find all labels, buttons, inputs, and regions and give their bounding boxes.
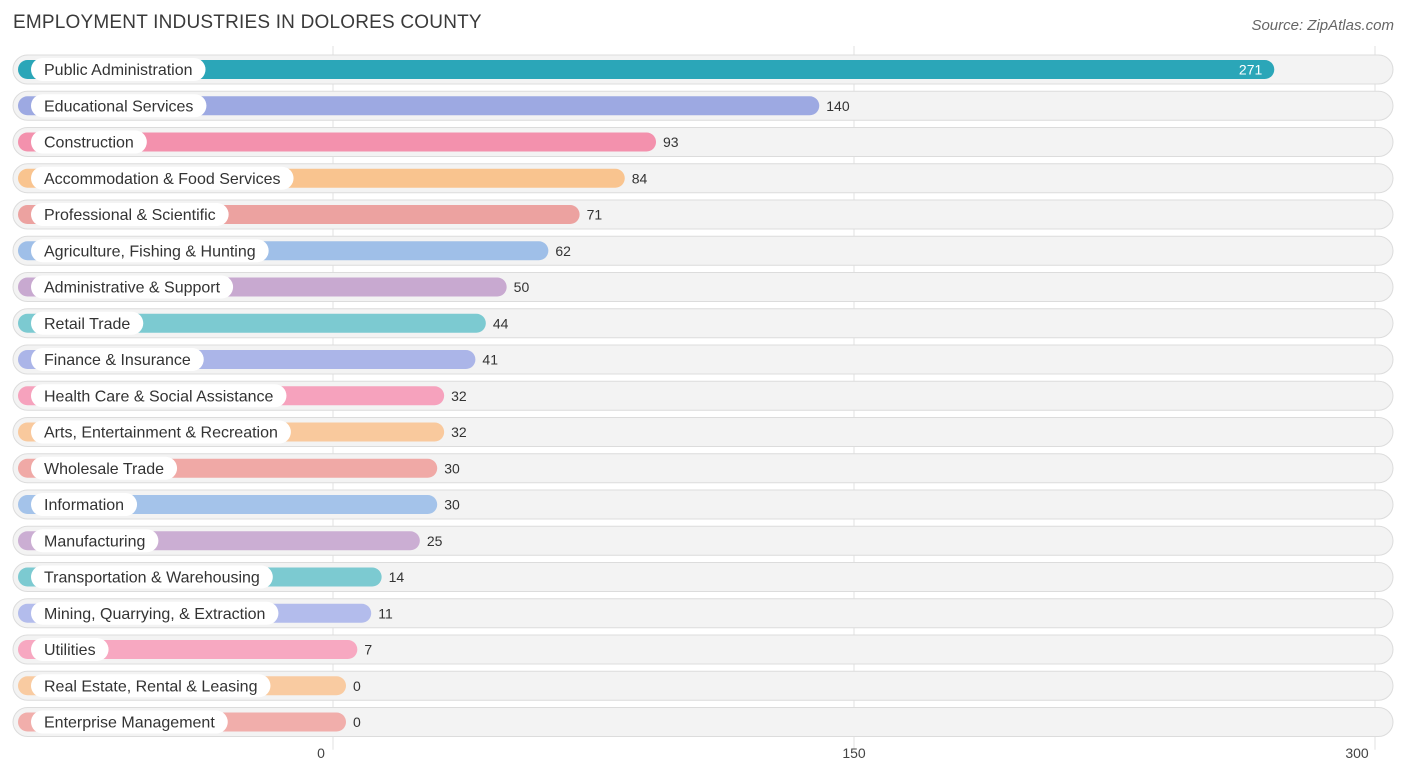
- bar-row: Agriculture, Fishing & Hunting 62: [12, 235, 1394, 266]
- bar-row: Manufacturing 25: [12, 525, 1394, 556]
- bar-row: Health Care & Social Assistance 32: [12, 380, 1394, 411]
- value-label: 41: [482, 352, 498, 368]
- bar: [18, 96, 820, 116]
- label-pill: [31, 565, 273, 589]
- bar-row: Accommodation & Food Services 84: [12, 163, 1394, 194]
- value-label: 271: [1239, 62, 1263, 78]
- value-label: 50: [514, 279, 530, 295]
- category-label: Professional & Scientific: [44, 207, 216, 224]
- category-label: Wholesale Trade: [44, 461, 164, 478]
- category-label: Agriculture, Fishing & Hunting: [44, 243, 256, 260]
- label-pill: [31, 674, 271, 698]
- bar-row: Wholesale Trade 30: [12, 453, 1394, 484]
- label-pill: [31, 529, 159, 553]
- bar-row: Transportation & Warehousing 14: [12, 562, 1394, 592]
- label-pill: [31, 311, 144, 335]
- label-pill: [31, 130, 147, 154]
- value-label: 14: [389, 569, 405, 585]
- bar-rows: Public Administration 271 Educational Serv…: [12, 54, 1394, 737]
- label-pill: [31, 420, 291, 444]
- label-pill: [31, 348, 204, 371]
- category-label: Manufacturing: [44, 533, 145, 550]
- bar-row: Educational Services 140: [12, 90, 1394, 121]
- value-label: 30: [444, 497, 460, 513]
- value-label: 71: [587, 207, 603, 223]
- chart-title: EMPLOYMENT INDUSTRIES IN DOLORES COUNTY: [13, 12, 482, 33]
- bar-row: Professional & Scientific 71: [12, 199, 1394, 230]
- label-pill: [31, 94, 207, 118]
- label-pill: [31, 275, 234, 299]
- value-label: 25: [427, 533, 443, 549]
- bar: [18, 132, 657, 152]
- bar-row: Finance & Insurance 41: [12, 344, 1394, 375]
- category-label: Construction: [44, 135, 134, 152]
- value-label: 0: [353, 678, 361, 694]
- value-label: 44: [493, 315, 509, 331]
- value-label: 30: [444, 460, 460, 476]
- bar-row: Utilities 7: [12, 634, 1394, 665]
- x-axis-ticks: 0 150 300: [317, 745, 1369, 761]
- value-label: 84: [632, 170, 648, 186]
- bar-track: [12, 670, 1394, 701]
- label-pill: [31, 638, 109, 661]
- bar-row: Mining, Quarrying, & Extraction 11: [12, 598, 1394, 629]
- value-label: 62: [555, 243, 571, 259]
- bar-row: Arts, Entertainment & Recreation 32: [12, 417, 1394, 447]
- x-tick-label: 0: [317, 745, 325, 761]
- label-pill: [31, 493, 138, 516]
- label-pill: [31, 456, 178, 480]
- label-pill: [31, 384, 287, 408]
- category-label: Educational Services: [44, 98, 193, 115]
- bar-row: Enterprise Management 0: [12, 707, 1394, 737]
- bar-row: Retail Trade 44: [12, 308, 1394, 339]
- source-note: Source: ZipAtlas.com: [1251, 17, 1394, 34]
- label-pill: [31, 58, 206, 81]
- bar-track: [12, 634, 1394, 665]
- category-label: Utilities: [44, 642, 96, 659]
- label-pill: [31, 203, 229, 226]
- value-label: 11: [378, 605, 393, 621]
- category-label: Enterprise Management: [44, 715, 215, 732]
- bar-row: Real Estate, Rental & Leasing 0: [12, 670, 1394, 701]
- category-label: Health Care & Social Assistance: [44, 388, 274, 405]
- value-label: 93: [663, 134, 679, 150]
- value-label: 0: [353, 714, 361, 730]
- label-pill: [31, 239, 269, 263]
- category-label: Retail Trade: [44, 316, 130, 333]
- value-label: 32: [451, 424, 467, 440]
- x-tick-label: 300: [1345, 745, 1369, 761]
- value-label: 140: [826, 98, 850, 114]
- category-label: Public Administration: [44, 62, 193, 79]
- bar-track: [12, 707, 1394, 737]
- bar-row: Information 30: [12, 489, 1394, 520]
- category-label: Finance & Insurance: [44, 352, 191, 369]
- bar: [18, 60, 1275, 79]
- x-tick-label: 150: [842, 745, 866, 761]
- category-label: Mining, Quarrying, & Extraction: [44, 606, 265, 623]
- bar-row: Administrative & Support 50: [12, 272, 1394, 302]
- category-label: Arts, Entertainment & Recreation: [44, 425, 278, 442]
- label-pill: [31, 601, 279, 625]
- category-label: Accommodation & Food Services: [44, 171, 281, 188]
- label-pill: [31, 710, 228, 734]
- value-label: 7: [364, 642, 372, 658]
- bar-row: Public Administration 271: [12, 54, 1394, 85]
- category-label: Information: [44, 497, 124, 514]
- category-label: Administrative & Support: [44, 280, 221, 297]
- category-label: Transportation & Warehousing: [44, 570, 260, 587]
- bar-row: Construction 93: [12, 127, 1394, 157]
- label-pill: [31, 166, 294, 190]
- category-label: Real Estate, Rental & Leasing: [44, 678, 257, 695]
- value-label: 32: [451, 388, 467, 404]
